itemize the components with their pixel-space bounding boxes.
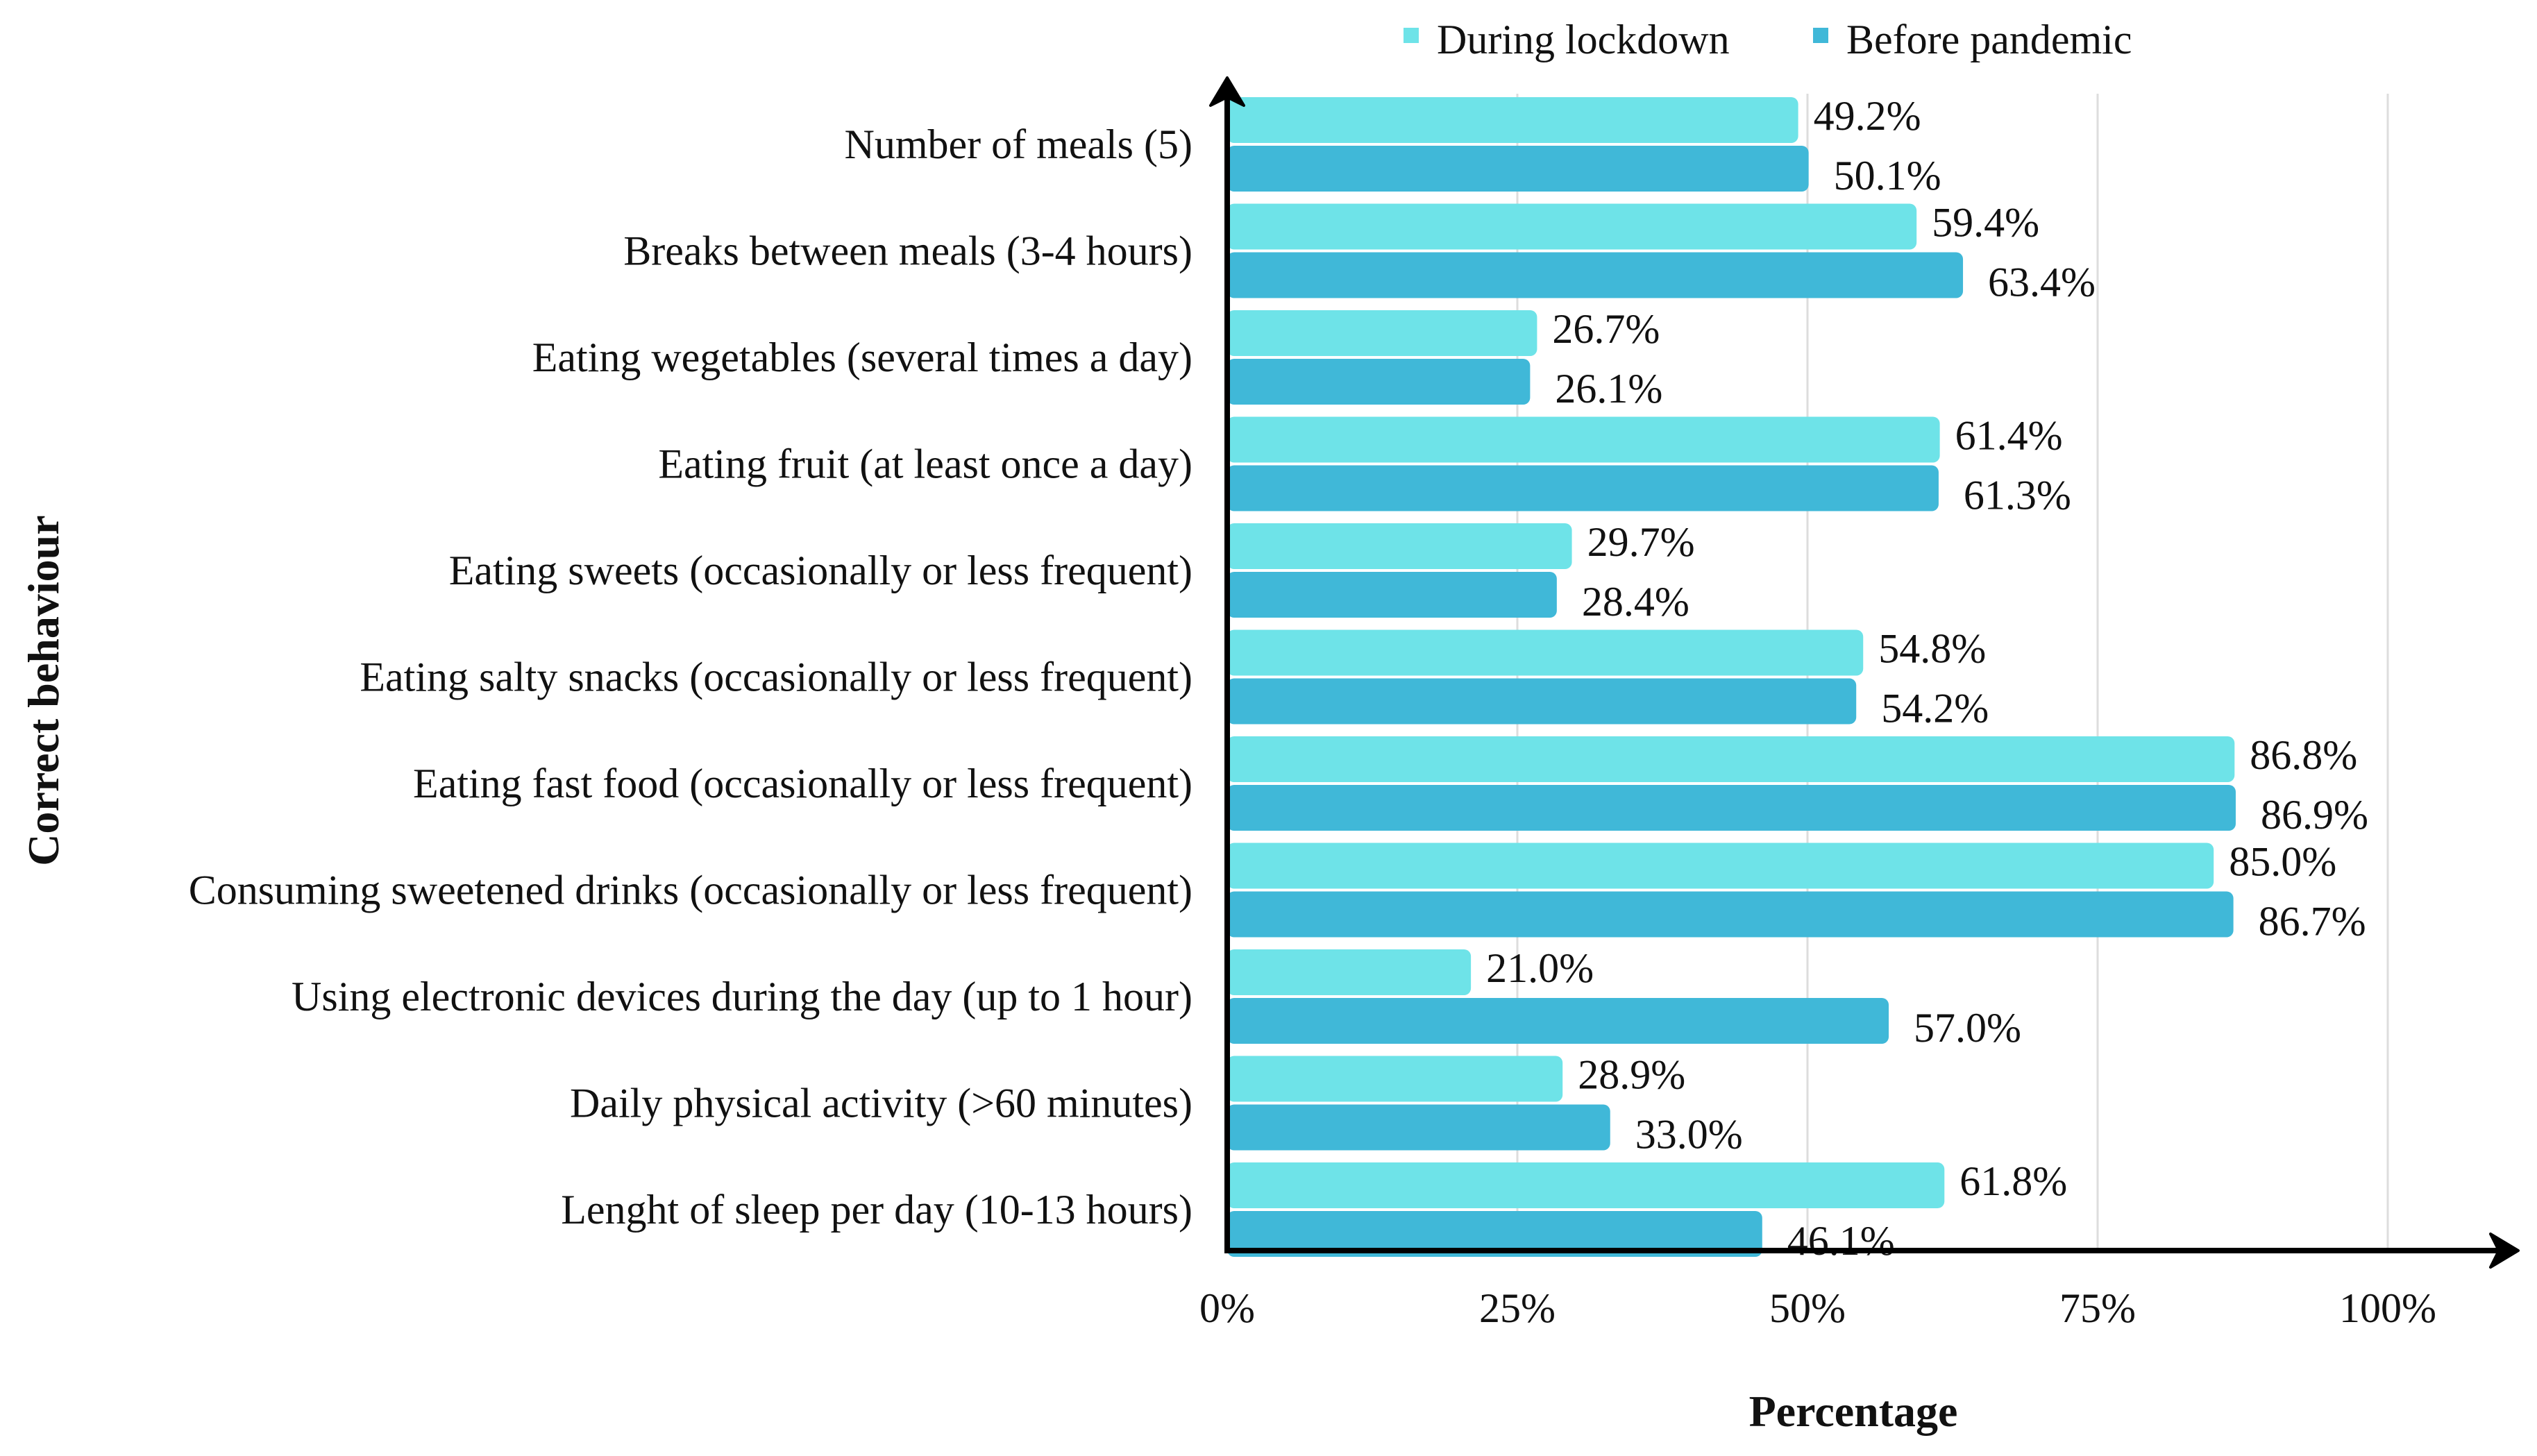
value-label: 59.4% bbox=[1932, 200, 2039, 246]
value-label: 33.0% bbox=[1635, 1112, 1743, 1158]
category-label: Number of meals (5) bbox=[844, 121, 1192, 167]
value-label: 61.4% bbox=[1955, 413, 2063, 459]
value-label: 28.4% bbox=[1582, 579, 1689, 625]
bar-during-lockdown-10 bbox=[1227, 1162, 1945, 1208]
bar-during-lockdown-9 bbox=[1227, 1056, 1563, 1102]
category-label: Eating sweets (occasionally or less freq… bbox=[449, 548, 1192, 593]
y-axis-arrow bbox=[1209, 76, 1245, 107]
value-label: 86.9% bbox=[2261, 792, 2368, 838]
legend-swatch-during-lockdown bbox=[1404, 28, 1419, 43]
value-label: 61.3% bbox=[1964, 473, 2071, 518]
bar-before-pandemic-5 bbox=[1227, 678, 1857, 725]
value-label: 21.0% bbox=[1486, 945, 1594, 991]
bar-during-lockdown-6 bbox=[1227, 736, 2235, 782]
value-label: 54.2% bbox=[1881, 686, 1989, 731]
value-label: 86.7% bbox=[2259, 899, 2366, 945]
value-label: 57.0% bbox=[1914, 1005, 2021, 1051]
bar-before-pandemic-1 bbox=[1227, 252, 1964, 298]
bar-during-lockdown-8 bbox=[1227, 949, 1472, 995]
value-label: 86.8% bbox=[2250, 732, 2357, 778]
category-label: Eating fruit (at least once a day) bbox=[658, 441, 1192, 487]
x-tick-label: 50% bbox=[1769, 1285, 1846, 1331]
bar-before-pandemic-6 bbox=[1227, 785, 2236, 831]
value-label: 85.0% bbox=[2229, 839, 2336, 885]
x-tick-label: 25% bbox=[1479, 1285, 1556, 1331]
legend-label: During lockdown bbox=[1437, 17, 1730, 62]
bar-during-lockdown-1 bbox=[1227, 203, 1917, 250]
category-label: Eating salty snacks (occasionally or les… bbox=[360, 654, 1192, 700]
legend-label: Before pandemic bbox=[1846, 17, 2132, 62]
bar-before-pandemic-10 bbox=[1227, 1211, 1762, 1257]
value-label: 61.8% bbox=[1959, 1158, 2067, 1204]
value-label: 26.1% bbox=[1555, 366, 1662, 412]
x-axis-arrow bbox=[2489, 1233, 2520, 1269]
y-axis-title: Correct behaviour bbox=[19, 515, 68, 865]
x-axis-title: Percentage bbox=[1749, 1387, 1958, 1436]
category-label: Breaks between meals (3-4 hours) bbox=[623, 228, 1192, 274]
value-label: 26.7% bbox=[1552, 306, 1660, 352]
value-label: 46.1% bbox=[1787, 1218, 1895, 1264]
category-label: Lenght of sleep per day (10-13 hours) bbox=[561, 1187, 1192, 1233]
x-tick-label: 0% bbox=[1199, 1285, 1255, 1331]
x-tick-label: 100% bbox=[2339, 1285, 2436, 1331]
bar-during-lockdown-3 bbox=[1227, 416, 1940, 463]
category-label: Eating wegetables (several times a day) bbox=[532, 335, 1192, 380]
bar-before-pandemic-9 bbox=[1227, 1104, 1610, 1151]
category-label: Daily physical activity (>60 minutes) bbox=[570, 1081, 1192, 1126]
bar-before-pandemic-3 bbox=[1227, 465, 1939, 511]
value-label: 28.9% bbox=[1578, 1052, 1685, 1098]
bar-during-lockdown-4 bbox=[1227, 523, 1572, 569]
value-label: 63.4% bbox=[1988, 260, 2096, 305]
x-tick-label: 75% bbox=[2059, 1285, 2136, 1331]
bar-during-lockdown-2 bbox=[1227, 310, 1537, 356]
legend-swatch-before-pandemic bbox=[1813, 28, 1828, 43]
value-label: 50.1% bbox=[1834, 153, 1941, 198]
bar-during-lockdown-0 bbox=[1227, 97, 1798, 143]
value-label: 29.7% bbox=[1587, 519, 1695, 565]
category-label: Eating fast food (occasionally or less f… bbox=[413, 761, 1192, 806]
bar-before-pandemic-8 bbox=[1227, 998, 1889, 1044]
category-label: Consuming sweetened drinks (occasionally… bbox=[189, 867, 1192, 913]
value-label: 49.2% bbox=[1814, 93, 1921, 139]
bar-before-pandemic-0 bbox=[1227, 146, 1809, 192]
bar-before-pandemic-4 bbox=[1227, 572, 1557, 618]
category-label: Using electronic devices during the day … bbox=[292, 974, 1192, 1019]
bar-before-pandemic-2 bbox=[1227, 359, 1531, 405]
bar-during-lockdown-5 bbox=[1227, 629, 1864, 676]
bar-before-pandemic-7 bbox=[1227, 891, 2234, 938]
bar-during-lockdown-7 bbox=[1227, 843, 2214, 889]
value-label: 54.8% bbox=[1878, 626, 1986, 672]
